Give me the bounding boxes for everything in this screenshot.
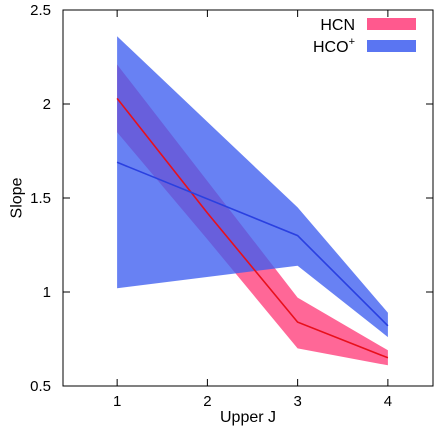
line-hco — [116, 161, 389, 327]
legend-swatch-hcn — [367, 18, 416, 30]
tick-labels: 1 2 3 4 0.5 1 1.5 2 2.5 — [30, 2, 392, 410]
y-tick-label: 1 — [43, 284, 51, 301]
legend-label-hcn: HCN — [320, 17, 355, 34]
confidence-bands — [117, 36, 388, 366]
x-axis-label: Upper J — [220, 409, 276, 426]
y-tick-label: 2.5 — [30, 2, 51, 19]
line-hcn — [116, 97, 389, 359]
y-tick-label: 2 — [43, 96, 51, 113]
y-tick-label: 0.5 — [30, 378, 51, 395]
x-tick-label: 3 — [293, 393, 301, 410]
x-tick-label: 1 — [113, 393, 121, 410]
legend-label-hco: HCO+ — [313, 36, 355, 56]
axis-ticks — [63, 9, 433, 387]
x-tick-label: 4 — [384, 393, 392, 410]
y-tick-label: 1.5 — [30, 190, 51, 207]
legend: HCN HCO+ — [313, 17, 416, 56]
band-hco — [117, 36, 388, 338]
y-axis-label: Slope — [9, 177, 26, 218]
band-hcn — [117, 64, 388, 366]
x-tick-label: 2 — [203, 393, 211, 410]
series-lines — [116, 97, 389, 359]
legend-swatch-hco — [367, 40, 416, 52]
